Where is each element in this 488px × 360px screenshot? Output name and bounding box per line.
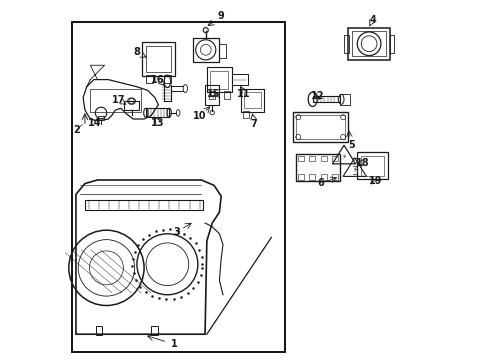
Text: 10: 10 [193, 111, 206, 121]
Bar [223, 91, 230, 99]
Text: 4: 4 [369, 15, 375, 25]
Bar [151, 326, 158, 335]
Bar [145, 108, 169, 117]
Bar [204, 85, 219, 105]
Bar [360, 156, 384, 176]
Text: 11: 11 [237, 89, 250, 99]
Text: 8: 8 [133, 46, 140, 57]
Bar [357, 152, 387, 179]
Bar [208, 91, 215, 99]
Bar [124, 101, 139, 110]
Bar [309, 174, 314, 180]
Bar [332, 174, 337, 180]
Bar [320, 174, 326, 180]
Bar [320, 156, 326, 161]
Bar [344, 35, 348, 53]
Bar [244, 92, 260, 108]
Text: 14: 14 [88, 118, 101, 128]
Bar [85, 200, 203, 211]
Text: 17: 17 [111, 95, 125, 105]
Bar [309, 156, 314, 161]
Bar [206, 67, 231, 92]
Text: ⚡: ⚡ [341, 154, 346, 161]
Text: 19: 19 [368, 176, 381, 186]
Bar [296, 154, 339, 181]
Bar [145, 75, 153, 83]
Text: 12: 12 [311, 91, 324, 101]
Text: 13: 13 [151, 118, 164, 128]
Bar [296, 116, 344, 139]
Text: 3: 3 [173, 227, 180, 237]
Bar [142, 42, 174, 76]
Bar [192, 39, 219, 62]
Bar [241, 89, 264, 112]
Text: 7: 7 [250, 120, 257, 129]
Text: 5: 5 [348, 140, 355, 150]
Text: 16: 16 [151, 75, 164, 85]
Bar [90, 89, 140, 112]
Text: 15: 15 [206, 89, 220, 99]
Bar [348, 28, 389, 60]
Bar [312, 96, 339, 102]
Bar [242, 111, 249, 118]
Bar [389, 35, 393, 53]
Text: 18: 18 [355, 158, 369, 168]
Text: 2: 2 [73, 125, 80, 135]
Text: 9: 9 [217, 11, 224, 21]
Bar [72, 22, 285, 352]
Bar [96, 326, 102, 335]
Bar [163, 75, 171, 83]
Bar [98, 116, 104, 120]
Text: 1: 1 [171, 339, 178, 349]
Bar [292, 112, 348, 142]
Bar [297, 156, 303, 161]
Bar [145, 45, 171, 72]
Bar [351, 31, 386, 56]
Text: ⚡: ⚡ [352, 167, 356, 173]
Bar [210, 71, 228, 89]
Bar [297, 174, 303, 180]
Bar [339, 94, 349, 105]
Bar [219, 44, 225, 58]
Bar [332, 156, 337, 161]
Bar [231, 74, 247, 85]
Text: 6: 6 [317, 178, 323, 188]
